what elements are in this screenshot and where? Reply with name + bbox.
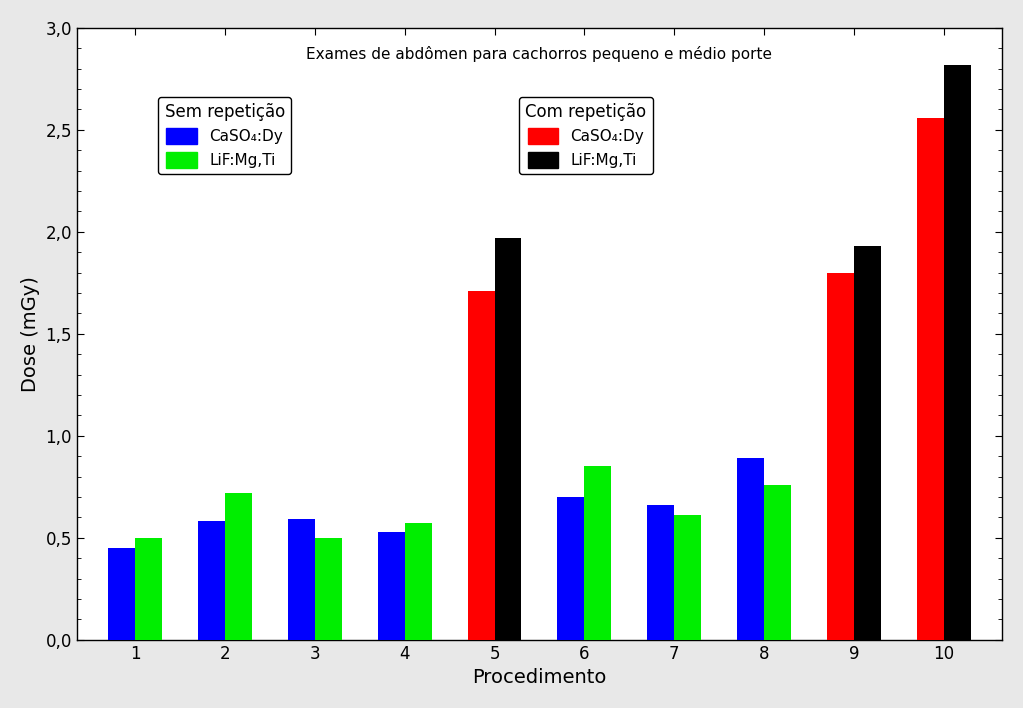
Bar <box>135 538 162 640</box>
Y-axis label: Dose (mGy): Dose (mGy) <box>20 276 40 392</box>
Bar <box>764 485 791 640</box>
Bar <box>944 64 971 640</box>
Text: Exames de abdômen para cachorros pequeno e médio porte: Exames de abdômen para cachorros pequeno… <box>307 46 772 62</box>
Bar <box>674 515 701 640</box>
Bar <box>225 493 252 640</box>
Bar <box>377 532 405 640</box>
Bar <box>917 118 944 640</box>
Legend: CaSO₄:Dy, LiF:Mg,Ti: CaSO₄:Dy, LiF:Mg,Ti <box>520 97 653 174</box>
Bar <box>198 522 225 640</box>
Bar <box>315 538 342 640</box>
Bar <box>738 458 764 640</box>
X-axis label: Procedimento: Procedimento <box>473 668 607 687</box>
Bar <box>494 238 522 640</box>
Bar <box>468 291 494 640</box>
Bar <box>648 505 674 640</box>
Bar <box>108 548 135 640</box>
Bar <box>558 497 584 640</box>
Bar <box>854 246 881 640</box>
Bar <box>584 467 612 640</box>
Bar <box>827 273 854 640</box>
Bar <box>405 523 432 640</box>
Bar <box>287 520 315 640</box>
